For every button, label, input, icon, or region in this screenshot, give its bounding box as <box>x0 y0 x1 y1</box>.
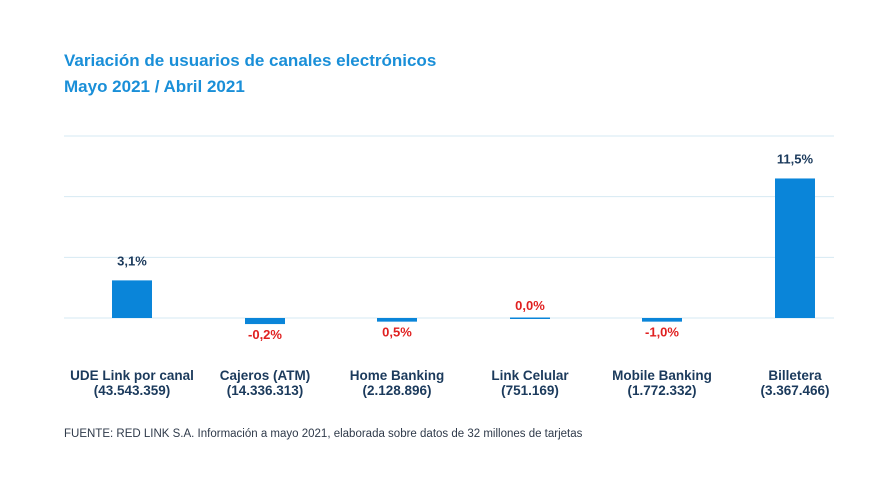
data-label: -1,0% <box>645 325 679 340</box>
bar <box>377 318 417 322</box>
source-note: FUENTE: RED LINK S.A. Información a mayo… <box>64 428 583 440</box>
category-label: Home Banking <box>350 368 445 383</box>
chart-title-block: Variación de usuarios de canales electró… <box>64 48 436 100</box>
data-label: 11,5% <box>777 151 814 166</box>
category-label: UDE Link por canal <box>70 368 194 383</box>
category-count-label: (14.336.313) <box>227 383 304 398</box>
bar <box>775 178 815 318</box>
category-label: Mobile Banking <box>612 368 712 383</box>
category-label: Link Celular <box>491 368 569 383</box>
data-label: -0,2% <box>248 327 282 342</box>
bar <box>642 318 682 322</box>
data-label: 0,5% <box>382 325 412 340</box>
category-count-label: (3.367.466) <box>760 383 829 398</box>
bar <box>510 317 550 319</box>
category-label: Billetera <box>768 368 822 383</box>
bar <box>245 318 285 325</box>
chart-subtitle: Mayo 2021 / Abril 2021 <box>64 77 245 96</box>
chart-title: Variación de usuarios de canales electró… <box>64 51 437 70</box>
data-label: 3,1% <box>117 253 147 268</box>
data-label: 0,0% <box>515 298 545 313</box>
category-label: Cajeros (ATM) <box>220 368 311 383</box>
category-count-label: (751.169) <box>501 383 559 398</box>
category-count-label: (2.128.896) <box>362 383 431 398</box>
bar-chart: 3,1% UDE Link por canal(43.543.359) -0,2% C… <box>64 135 834 398</box>
bar <box>112 280 152 318</box>
category-count-label: (43.543.359) <box>94 383 171 398</box>
category-count-label: (1.772.332) <box>627 383 696 398</box>
